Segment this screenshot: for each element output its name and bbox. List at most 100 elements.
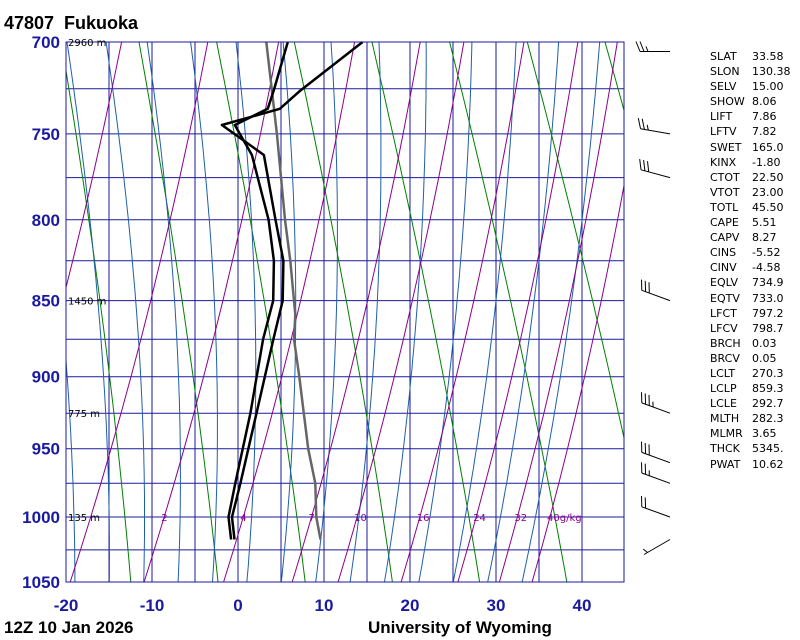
moist-adiabat-line (0, 42, 40, 582)
pressure-tick-label: 700 (32, 33, 60, 52)
mixing-ratio-label: 32 (514, 513, 527, 524)
index-value: 45.50 (752, 200, 784, 214)
index-name: THCK (710, 442, 740, 456)
index-name: LCLP (710, 382, 737, 396)
index-name: SLAT (710, 50, 737, 63)
index-value: 798.7 (752, 321, 784, 335)
index-row: BRCH 0.03 (710, 336, 798, 351)
moist-adiabat-line (452, 42, 517, 582)
mixing-ratio-line (498, 42, 618, 582)
index-row: THCK 5345. (710, 441, 798, 456)
pressure-tick-label: 900 (32, 368, 60, 387)
wind-barb (641, 462, 671, 484)
index-value: 859.3 (752, 382, 784, 396)
index-row: CAPV 8.27 (710, 230, 798, 245)
height-label: 2960 m (68, 38, 106, 49)
index-name: LFTV (710, 125, 737, 139)
mixing-ratio-line (69, 42, 209, 582)
height-labels: 2960 m 1450 m 775 m 135 m (68, 38, 106, 524)
index-name: EQTV (710, 291, 740, 305)
mixing-ratio-label: 16 (417, 513, 430, 524)
mixing-ratio-label: 10 (354, 513, 367, 524)
sounding-profiles (220, 41, 364, 540)
moist-adiabat-line (315, 42, 338, 582)
moist-adiabat-line (66, 354, 76, 582)
pressure-tick-label: 950 (32, 440, 60, 459)
pressure-tick-label: 750 (32, 125, 60, 144)
index-row: SELV 15.00 (710, 79, 798, 94)
index-name: SWET (710, 140, 742, 154)
moist-adiabat-line (349, 42, 382, 582)
temperature-tick-label: -20 (54, 596, 79, 615)
mixing-ratio-label: 2 (161, 513, 167, 524)
index-value: 292.7 (752, 397, 784, 411)
dry-adiabat-line (0, 42, 44, 582)
dry-adiabat-line (66, 67, 132, 582)
wind-barb (637, 117, 671, 135)
moist-adiabat-line (190, 42, 218, 582)
index-row: LFTV 7.82 (710, 124, 798, 139)
mixing-ratio-label: 4 (240, 513, 246, 524)
dry-adiabat-line (293, 42, 393, 582)
index-row: SHOW 8.06 (710, 94, 798, 109)
mixing-ratio-line (400, 42, 525, 582)
observation-time: 12Z 10 Jan 2026 (4, 618, 133, 637)
index-row: LCLE 292.7 (710, 396, 798, 411)
index-row: EQLV 734.9 (710, 275, 798, 290)
wind-barb (639, 159, 671, 179)
pressure-axis-labels: 700 750 800 850 900 950 1000 1050 (22, 33, 60, 592)
pressure-tick-label: 1000 (22, 508, 60, 527)
index-row: SLON 130.38 (710, 64, 798, 79)
height-label: 135 m (68, 513, 100, 524)
wind-barb (641, 392, 671, 414)
index-value: 270.3 (752, 366, 784, 380)
dry-adiabats (0, 42, 624, 582)
mixing-ratio-line (223, 42, 356, 582)
isobars (66, 41, 624, 583)
index-name: SHOW (710, 95, 745, 109)
index-name: LCLT (710, 366, 736, 380)
moist-adiabat-line (418, 42, 473, 582)
index-row: SWET 165.0 (710, 140, 798, 155)
mixing-ratio-labels: 2 4 7 10 16 24 32 40g/kg (161, 513, 581, 524)
index-value: 0.05 (752, 351, 777, 365)
dry-adiabat-line (216, 42, 306, 582)
moist-adiabat-line (105, 42, 145, 582)
index-name: MLMR (710, 427, 743, 441)
moist-adiabat-line (0, 42, 6, 582)
moist-adiabat-line (384, 42, 427, 582)
mixing-ratio-label: 40g/kg (547, 513, 582, 524)
index-name: CAPE (710, 216, 739, 230)
temperature-tick-label: 0 (233, 596, 242, 615)
index-value: 282.3 (752, 412, 784, 426)
index-value: -1.80 (752, 155, 781, 169)
index-row: KINX -1.80 (710, 155, 798, 170)
temperature-line (220, 41, 364, 540)
temperature-tick-label: 20 (401, 596, 420, 615)
index-name: CINV (710, 261, 737, 275)
mixing-ratio-label: 7 (309, 513, 315, 524)
index-value: 165.0 (752, 140, 784, 154)
station-name: Fukuoka (64, 13, 139, 33)
index-name: PWAT (710, 457, 741, 471)
wind-barb (642, 539, 671, 555)
moist-adiabat-line (66, 42, 111, 582)
index-value: 5345. (752, 442, 784, 456)
moist-adiabats (0, 42, 601, 582)
temperature-tick-label: 30 (487, 596, 506, 615)
index-value: 3.65 (752, 427, 777, 441)
parcel-path-line (265, 41, 322, 540)
mixing-ratio-line (291, 42, 421, 582)
index-name: KINX (710, 155, 737, 169)
wind-barb (641, 279, 671, 302)
index-value: -5.52 (752, 246, 781, 260)
index-name: BRCV (710, 351, 740, 365)
mixing-ratio-lines (66, 42, 624, 582)
index-row: MLMR 3.65 (710, 426, 798, 441)
index-row: SLAT 33.58 (710, 49, 798, 64)
index-value: 130.38 (752, 65, 791, 79)
index-value: 15.00 (752, 80, 784, 94)
temperature-tick-label: -10 (140, 596, 165, 615)
index-row: CAPE 5.51 (710, 215, 798, 230)
